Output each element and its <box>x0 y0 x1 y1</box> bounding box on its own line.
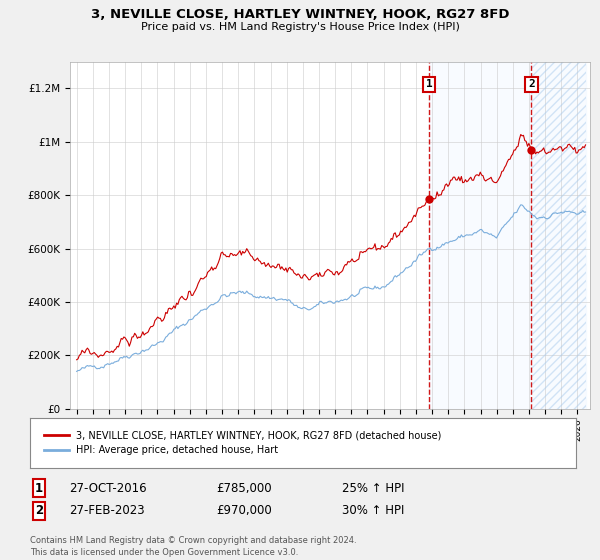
Text: Contains HM Land Registry data © Crown copyright and database right 2024.
This d: Contains HM Land Registry data © Crown c… <box>30 536 356 557</box>
Text: 1: 1 <box>426 80 433 89</box>
Text: Price paid vs. HM Land Registry's House Price Index (HPI): Price paid vs. HM Land Registry's House … <box>140 22 460 32</box>
Text: 27-OCT-2016: 27-OCT-2016 <box>69 482 146 495</box>
Text: 27-FEB-2023: 27-FEB-2023 <box>69 504 145 517</box>
Text: 2: 2 <box>35 504 43 517</box>
Text: 3, NEVILLE CLOSE, HARTLEY WINTNEY, HOOK, RG27 8FD: 3, NEVILLE CLOSE, HARTLEY WINTNEY, HOOK,… <box>91 8 509 21</box>
Text: 1: 1 <box>35 482 43 495</box>
Legend: 3, NEVILLE CLOSE, HARTLEY WINTNEY, HOOK, RG27 8FD (detached house), HPI: Average: 3, NEVILLE CLOSE, HARTLEY WINTNEY, HOOK,… <box>40 427 446 459</box>
Bar <box>532 62 586 409</box>
Bar <box>532 62 586 409</box>
Text: 30% ↑ HPI: 30% ↑ HPI <box>342 504 404 517</box>
Bar <box>429 62 586 409</box>
Text: £970,000: £970,000 <box>216 504 272 517</box>
Text: 25% ↑ HPI: 25% ↑ HPI <box>342 482 404 495</box>
Text: £785,000: £785,000 <box>216 482 272 495</box>
Text: 2: 2 <box>528 80 535 89</box>
